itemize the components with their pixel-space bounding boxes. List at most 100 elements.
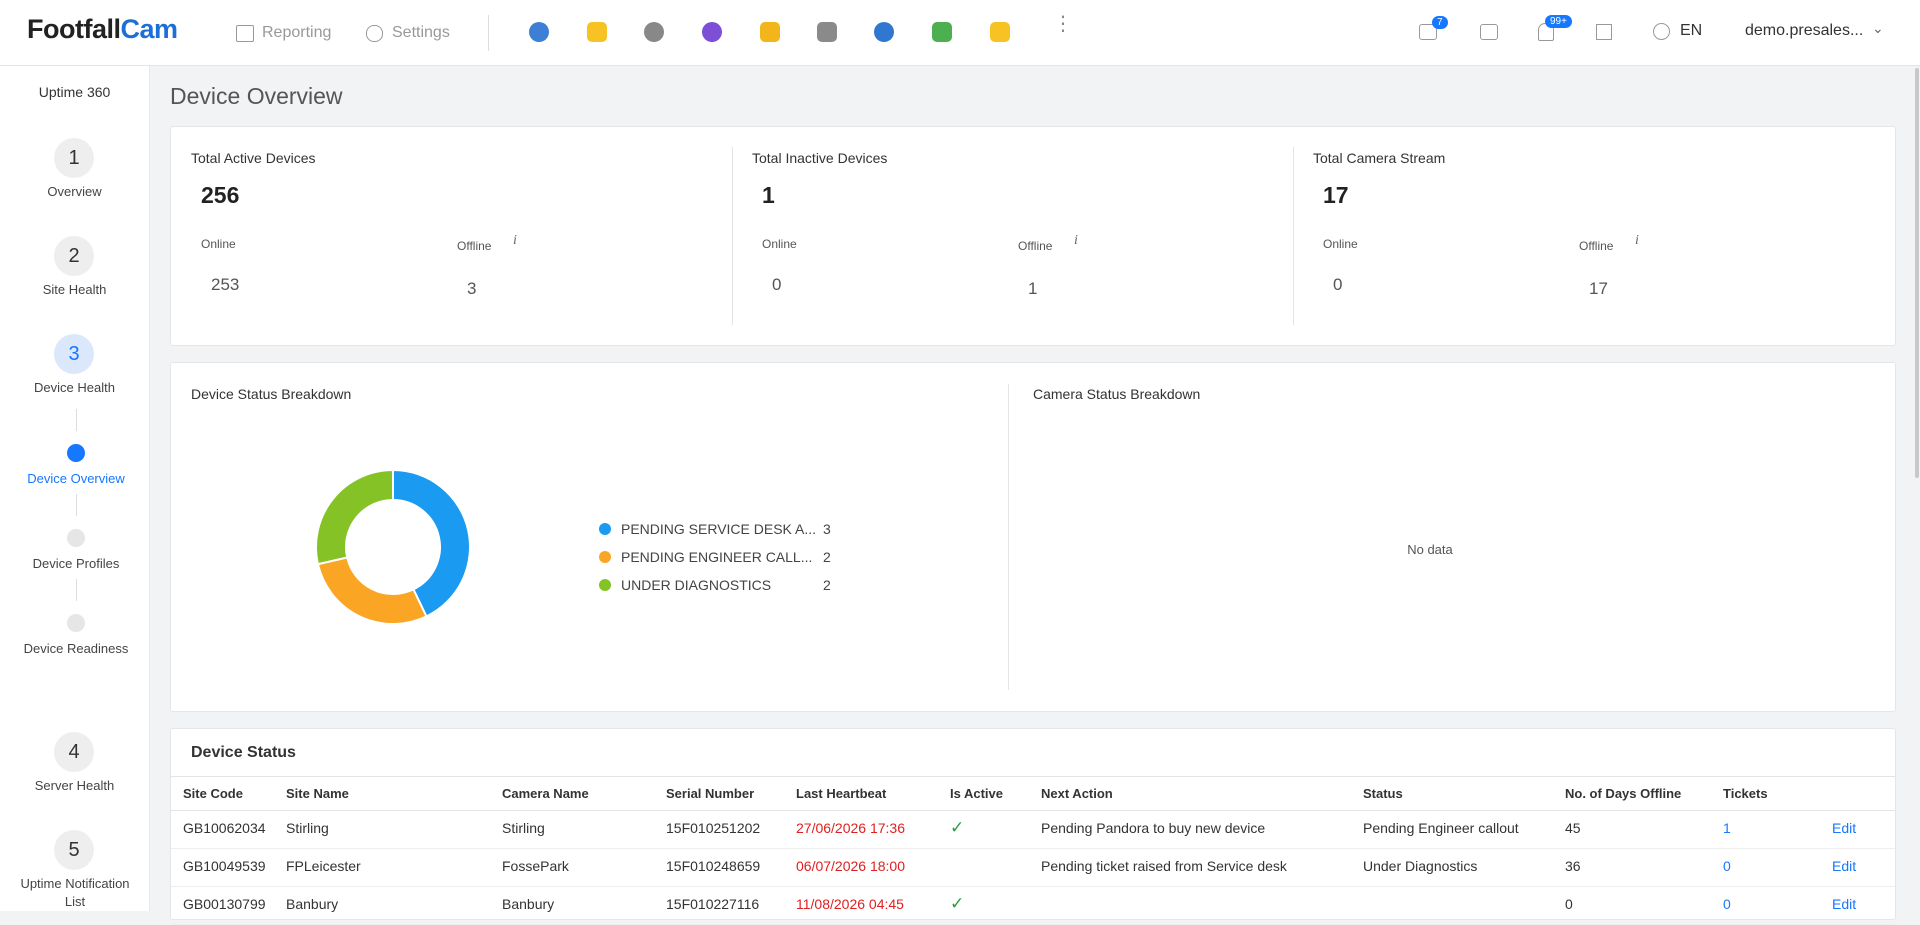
- divider: [171, 810, 1895, 811]
- ticket-icon[interactable]: [1419, 24, 1437, 40]
- step-circle[interactable]: 2: [54, 236, 94, 276]
- table-cell[interactable]: 0: [1723, 858, 1731, 874]
- table-cell: 27/06/2026 17:36: [796, 820, 905, 836]
- substep-label[interactable]: Device Overview: [27, 471, 125, 486]
- badge: 7: [1432, 16, 1448, 29]
- edit-link[interactable]: Edit: [1832, 820, 1857, 836]
- legend-dot[interactable]: [599, 523, 611, 535]
- legend-dot[interactable]: [599, 551, 611, 563]
- chart-title: Camera Status Breakdown: [1033, 386, 1201, 402]
- substep-label[interactable]: Device Readiness: [23, 641, 129, 656]
- summary-total: 256: [201, 182, 240, 208]
- offline-value: 17: [1589, 279, 1608, 298]
- logo-suffix: Cam: [120, 14, 178, 44]
- step-label[interactable]: Overview: [47, 184, 102, 199]
- announce-icon[interactable]: [1596, 24, 1612, 40]
- substep-dot[interactable]: [67, 529, 85, 547]
- edit-link[interactable]: Edit: [1832, 896, 1857, 912]
- step-circle[interactable]: 5: [54, 830, 94, 870]
- column-header: Serial Number: [666, 786, 755, 801]
- column-header: Site Code: [183, 786, 243, 801]
- table-cell: 06/07/2026 18:00: [796, 858, 905, 874]
- table-cell[interactable]: 1: [1723, 820, 1731, 836]
- table-cell: GB10049539: [183, 858, 266, 874]
- edit-link[interactable]: Edit: [1832, 858, 1857, 874]
- globe-icon: [1653, 23, 1670, 40]
- step-label[interactable]: Uptime Notification List: [20, 876, 130, 909]
- top-bar: FootfallCam Reporting Settings ⋮ 7 99+ E…: [0, 0, 1920, 66]
- info-icon[interactable]: i: [1635, 233, 1639, 248]
- sidebar-title: Uptime 360: [38, 84, 111, 100]
- offline-value: 3: [467, 279, 477, 298]
- donut-segment[interactable]: [315, 468, 394, 566]
- app-icon[interactable]: [874, 22, 894, 42]
- dropdown-arrow[interactable]: ⌄: [1872, 20, 1884, 36]
- app-icon[interactable]: [932, 22, 952, 42]
- substep-label[interactable]: Device Profiles: [32, 556, 120, 571]
- table-cell[interactable]: 0: [1723, 896, 1731, 912]
- chat-icon[interactable]: [1480, 24, 1498, 40]
- gear-icon: [366, 25, 383, 42]
- app-icon[interactable]: [529, 22, 549, 42]
- app-icon[interactable]: [702, 22, 722, 42]
- app-icon[interactable]: [817, 22, 837, 42]
- table-cell: GB10062034: [183, 820, 266, 836]
- step-label[interactable]: Server Health: [34, 778, 115, 793]
- summary-title: Total Camera Stream: [1313, 150, 1446, 166]
- step-label[interactable]: Site Health: [42, 282, 107, 297]
- table-cell: Stirling: [286, 820, 329, 836]
- online-value: 253: [211, 275, 240, 294]
- logo-prefix: Footfall: [27, 14, 121, 44]
- legend-value: 2: [823, 577, 831, 593]
- step-circle[interactable]: 4: [54, 732, 94, 772]
- column-header: Last Heartbeat: [796, 786, 887, 801]
- table-cell: Pending Pandora to buy new device: [1041, 820, 1266, 836]
- substep-dot[interactable]: [67, 614, 85, 632]
- legend-label[interactable]: PENDING ENGINEER CALL...: [621, 549, 813, 565]
- app-icon[interactable]: [587, 22, 607, 42]
- calendar-icon: [236, 25, 254, 42]
- legend-label[interactable]: PENDING SERVICE DESK A...: [621, 521, 817, 537]
- table-cell: 15F010248659: [666, 858, 761, 874]
- table-cell: GB00130799: [183, 896, 266, 912]
- app-icon[interactable]: [760, 22, 780, 42]
- substep-dot[interactable]: [67, 444, 85, 462]
- step-circle[interactable]: 3: [54, 334, 94, 374]
- table-title: Device Status: [191, 744, 296, 761]
- legend-label[interactable]: UNDER DIAGNOSTICS: [621, 577, 772, 593]
- language[interactable]: EN: [1680, 22, 1703, 39]
- step-label[interactable]: Device Health: [34, 380, 115, 395]
- offline-label: Offline: [1018, 239, 1053, 253]
- app-icon[interactable]: [990, 22, 1010, 42]
- nav-link[interactable]: Settings: [392, 24, 450, 41]
- user-menu[interactable]: demo.presales...: [1745, 22, 1864, 39]
- offline-label: Offline: [457, 239, 492, 253]
- scrollbar[interactable]: [1915, 68, 1919, 478]
- divider: [1008, 384, 1009, 690]
- table-cell: 11/08/2026 04:45: [796, 896, 904, 912]
- info-icon[interactable]: i: [1074, 233, 1078, 248]
- empty-text: No data: [1407, 542, 1453, 557]
- connector: [76, 409, 77, 431]
- app-icon[interactable]: [644, 22, 664, 42]
- active-check: ✓: [950, 894, 965, 913]
- donut-segment[interactable]: [392, 468, 471, 618]
- donut-chart: [315, 468, 471, 625]
- step-circle[interactable]: 1: [54, 138, 94, 178]
- badge: 99+: [1545, 15, 1572, 28]
- column-header: Camera Name: [502, 786, 589, 801]
- donut-segment[interactable]: [316, 556, 428, 625]
- table-cell: Pending Engineer callout: [1363, 820, 1519, 836]
- offline-value: 1: [1028, 279, 1038, 298]
- table-cell: 0: [1565, 896, 1573, 912]
- legend-dot[interactable]: [599, 579, 611, 591]
- column-header: Next Action: [1041, 786, 1113, 801]
- logo[interactable]: FootfallCam: [27, 14, 178, 45]
- more-icon[interactable]: ⋮: [1053, 13, 1073, 35]
- page-title: Device Overview: [170, 83, 343, 109]
- table-cell: 15F010251202: [666, 820, 761, 836]
- nav-link[interactable]: Reporting: [262, 24, 332, 41]
- summary-total: 17: [1323, 182, 1349, 208]
- info-icon[interactable]: i: [513, 233, 517, 248]
- online-value: 0: [772, 275, 782, 294]
